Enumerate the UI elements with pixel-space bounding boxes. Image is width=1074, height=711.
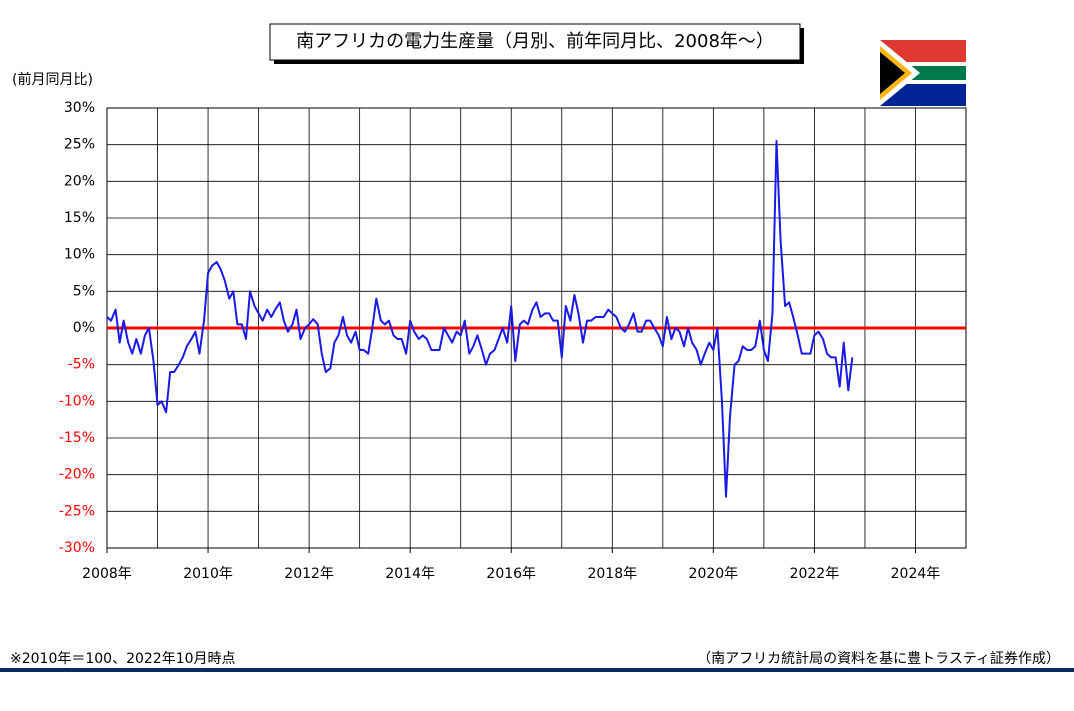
x-tick-label: 2018年 xyxy=(587,566,637,582)
x-tick-label: 2022年 xyxy=(790,566,840,582)
y-tick-label: -25% xyxy=(59,503,95,519)
y-tick-label: 10% xyxy=(64,247,95,263)
bottom-bar xyxy=(0,668,1074,672)
chart-title: 南アフリカの電力生産量（月別、前年同月比、2008年～） xyxy=(296,31,774,52)
x-tick-label: 2010年 xyxy=(183,566,233,582)
y-tick-label: -30% xyxy=(59,540,95,556)
x-tick-label: 2020年 xyxy=(689,566,739,582)
y-tick-label: -10% xyxy=(59,393,95,409)
y-tick-label: 0% xyxy=(73,320,95,336)
y-tick-label: 30% xyxy=(64,100,95,116)
y-tick-label: 25% xyxy=(64,137,95,153)
title-box xyxy=(269,23,801,61)
x-tick-label: 2024年 xyxy=(891,566,941,582)
flag xyxy=(880,40,966,106)
x-tick-label: 2014年 xyxy=(385,566,435,582)
y-axis-label: (前月同月比) xyxy=(12,71,93,88)
data-line xyxy=(106,140,854,498)
footnote: ※2010年＝100、2022年10月時点 xyxy=(10,651,236,667)
y-tick-label: -5% xyxy=(68,357,95,373)
y-tick-label: 15% xyxy=(64,210,95,226)
y-tick-label: -15% xyxy=(59,430,95,446)
x-tick-label: 2012年 xyxy=(284,566,334,582)
y-tick-label: -20% xyxy=(59,467,95,483)
x-tick-label: 2016年 xyxy=(486,566,536,582)
source: （南アフリカ統計局の資料を基に豊トラスティ証券作成） xyxy=(697,650,1060,667)
y-tick-label: 5% xyxy=(73,283,95,299)
x-tick-label: 2008年 xyxy=(82,566,132,582)
y-tick-label: 20% xyxy=(64,173,95,189)
